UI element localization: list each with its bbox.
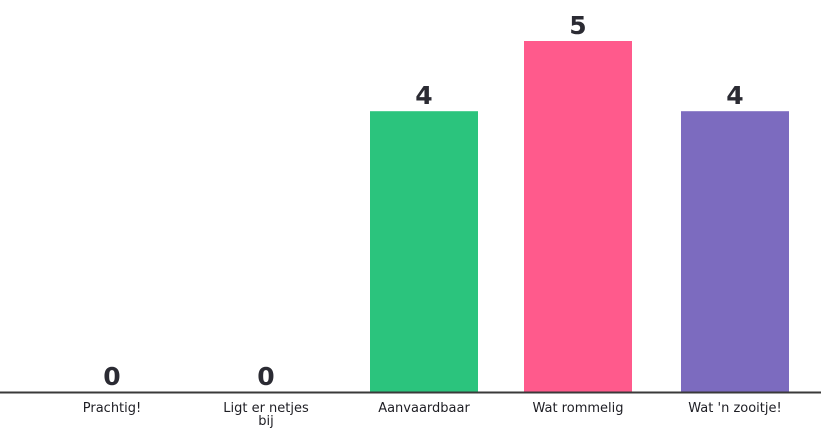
value-labels-layer: 0 0 4 5 4 xyxy=(103,11,743,391)
category-labels-layer: Prachtig! Ligt er netjes bij Aanvaardbaar Wa… xyxy=(83,401,782,429)
category-label-1: Ligt er netjes bij xyxy=(223,401,309,429)
value-label-2: 4 xyxy=(415,81,432,110)
category-label-2: Aanvaardbaar xyxy=(378,401,470,416)
category-label-3: Wat rommelig xyxy=(532,401,623,416)
bars-layer xyxy=(370,41,789,392)
value-label-1: 0 xyxy=(257,362,274,391)
category-label-0: Prachtig! xyxy=(83,401,141,416)
bar-3 xyxy=(524,41,632,392)
value-label-4: 4 xyxy=(726,81,743,110)
category-label-4: Wat 'n zooitje! xyxy=(688,401,781,416)
value-label-3: 5 xyxy=(569,11,586,40)
bar-4 xyxy=(681,111,789,392)
bar-2 xyxy=(370,111,478,392)
value-label-0: 0 xyxy=(103,362,120,391)
